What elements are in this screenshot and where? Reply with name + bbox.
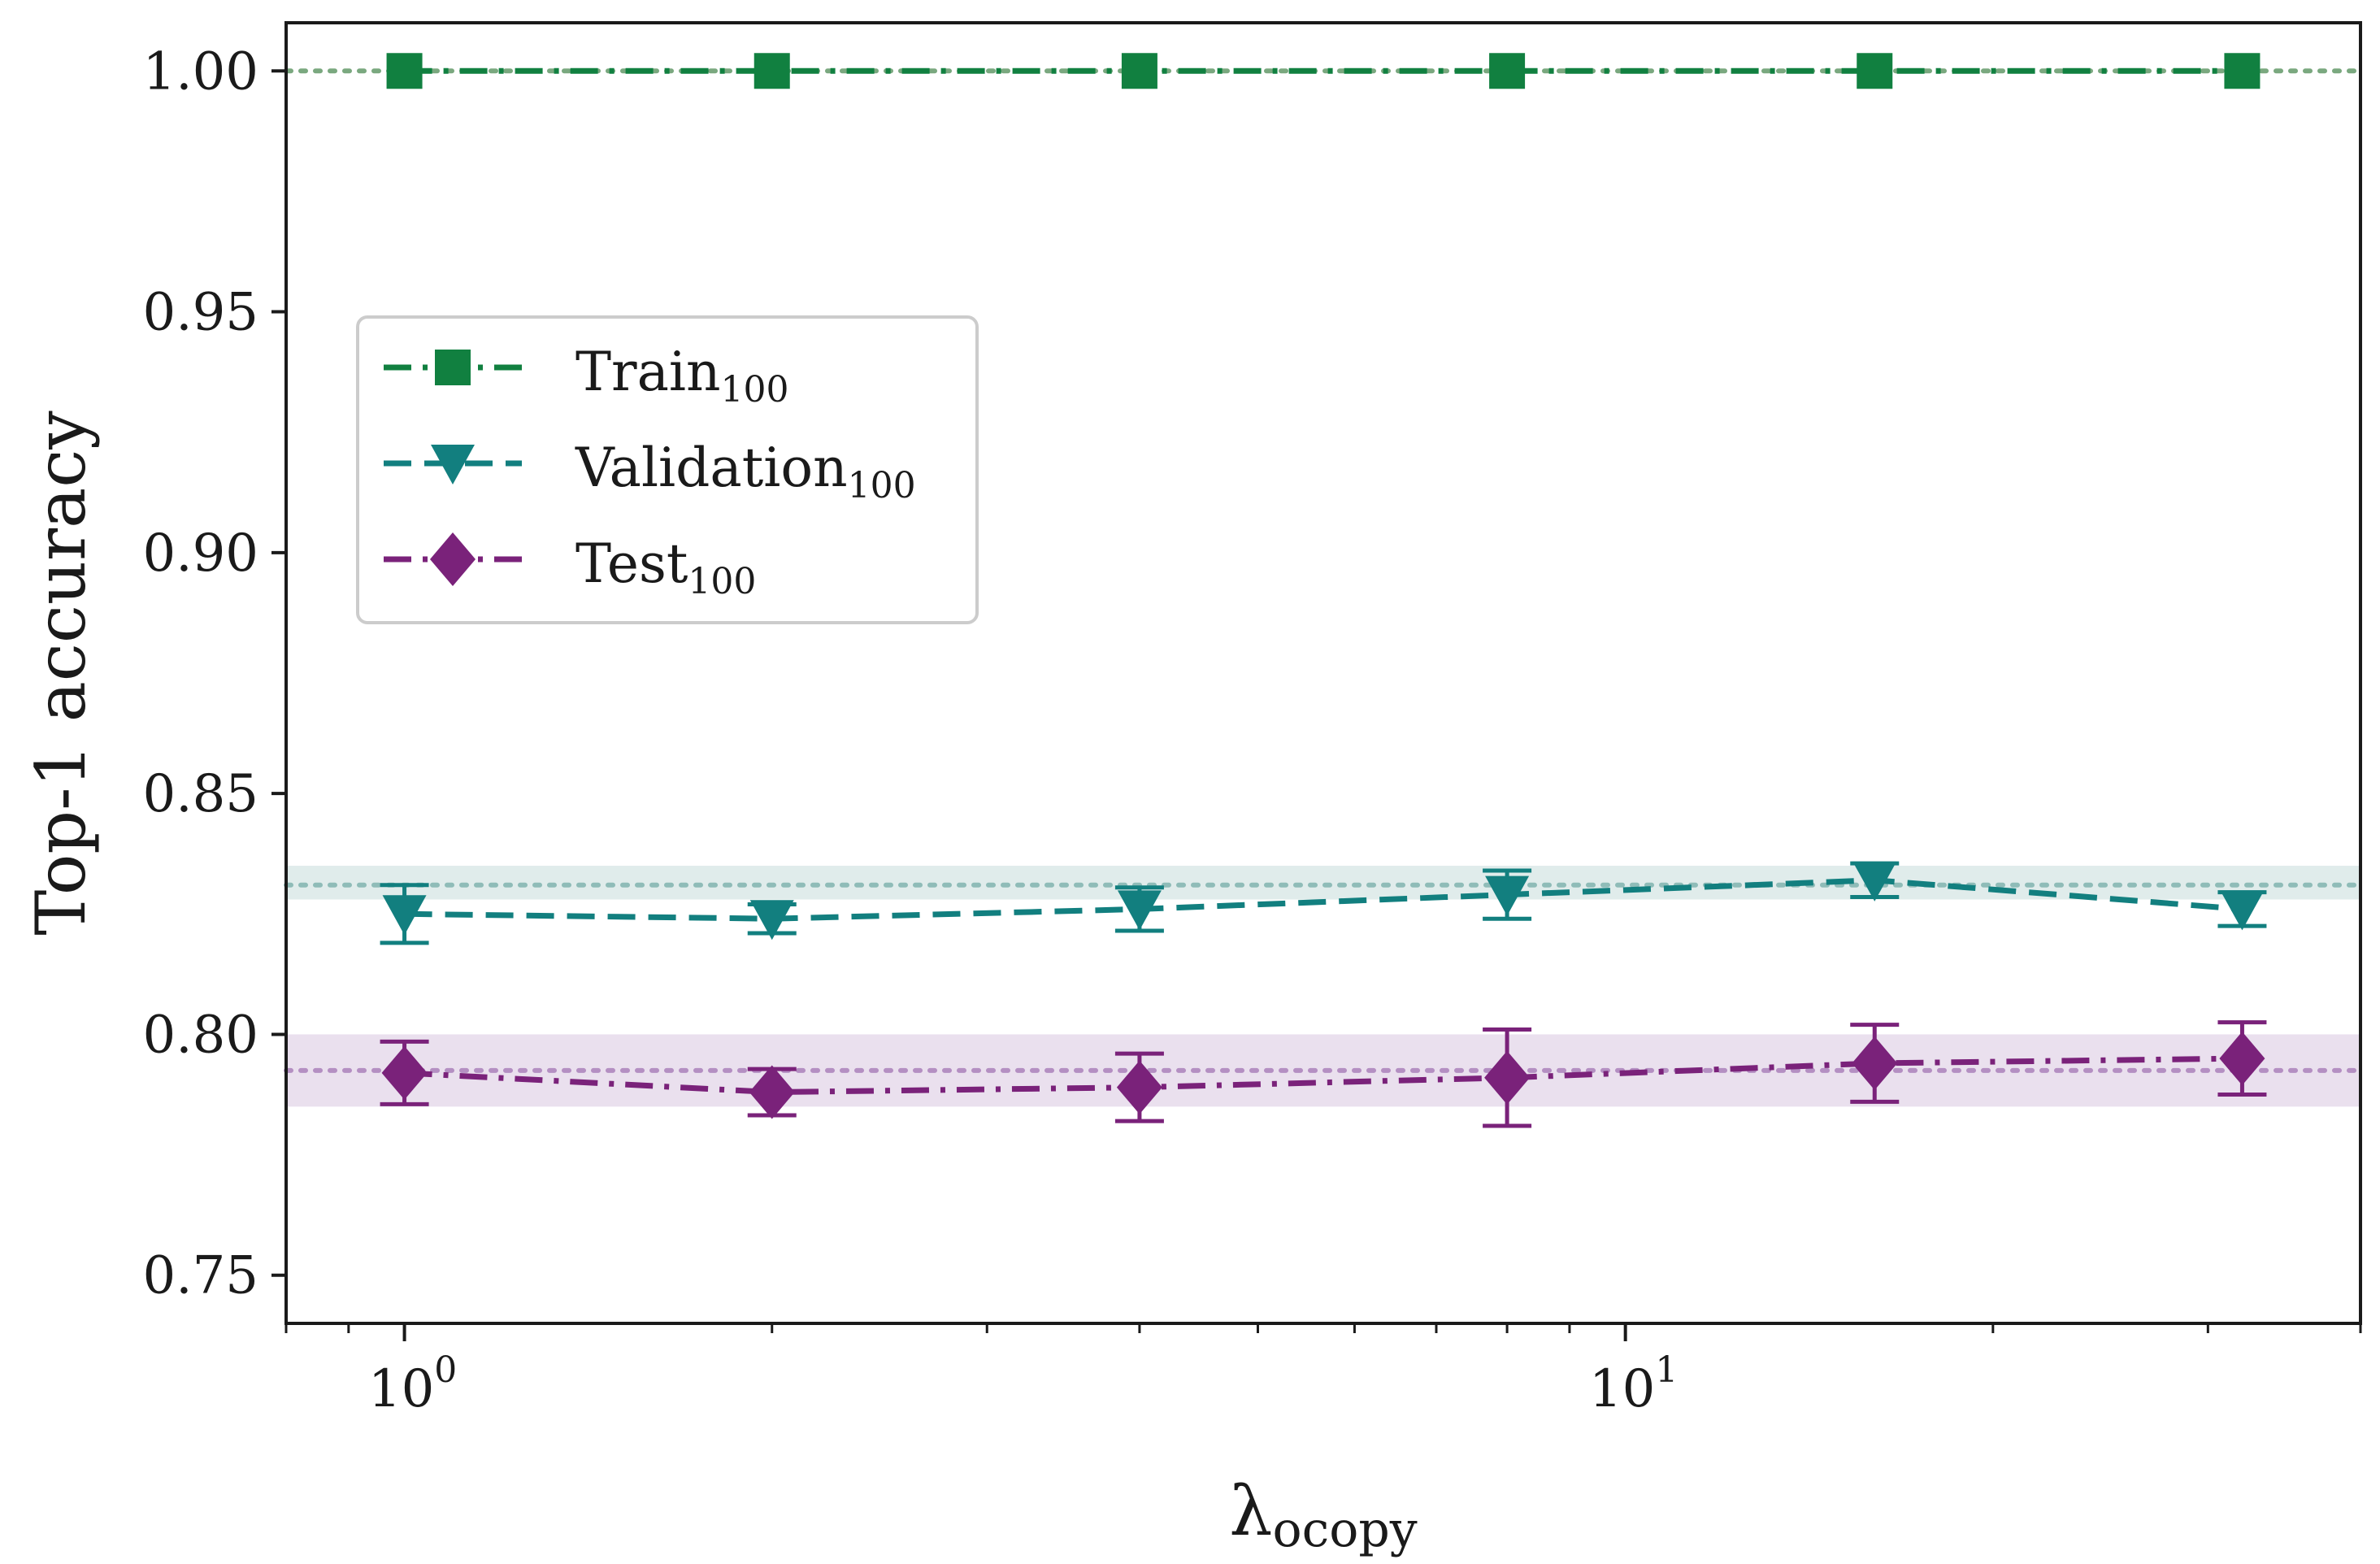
y-tick-label: 1.00 (143, 41, 259, 102)
data-point (1117, 890, 1162, 931)
legend-marker-train (435, 350, 471, 385)
y-tick-label: 0.90 (143, 524, 259, 584)
data-point (1489, 53, 1526, 89)
series-line (404, 877, 2243, 922)
series-line (404, 1055, 2243, 1096)
data-point (749, 1065, 795, 1119)
legend-box (356, 315, 979, 624)
data-point (382, 895, 427, 936)
data-point (2224, 53, 2261, 89)
legend-label-test: Test100 (575, 532, 756, 602)
data-point (386, 53, 423, 89)
series-test (380, 1020, 2267, 1128)
y-tick-label: 0.95 (143, 283, 259, 343)
y-tick-label: 0.75 (143, 1246, 259, 1306)
legend-label-train: Train100 (575, 341, 789, 411)
legend-marker-test (430, 532, 476, 586)
x-tick-label: 101 (1589, 1349, 1678, 1419)
legend-samples (384, 350, 522, 586)
data-point (749, 900, 794, 941)
legend-label-validation: Validation100 (575, 437, 916, 506)
series-train (386, 53, 2261, 89)
x-axis-label: λocopy (1229, 1471, 1418, 1558)
series-validation (380, 861, 2267, 945)
data-point (1484, 1050, 1531, 1105)
data-point (754, 53, 790, 89)
data-point (1116, 1060, 1162, 1114)
plot-frame (284, 21, 2362, 1325)
legend-marker-validation (431, 445, 475, 484)
data-point (1121, 53, 1157, 89)
series-layer (380, 53, 2267, 1128)
data-point (2219, 1032, 2265, 1086)
y-axis-label: Top-1 accuracy (21, 411, 101, 936)
axis-ticks (271, 69, 2362, 1341)
data-point (1852, 861, 1897, 901)
data-point (1857, 53, 1893, 89)
data-point (1485, 875, 1530, 916)
x-tick-label: 100 (368, 1349, 457, 1419)
y-tick-label: 0.80 (143, 1005, 259, 1065)
y-tick-label: 0.85 (143, 764, 259, 824)
data-point (2220, 890, 2265, 931)
data-point (381, 1045, 428, 1100)
legend: Train100 Validation100 Test100 (356, 315, 979, 624)
data-point (1852, 1036, 1898, 1090)
